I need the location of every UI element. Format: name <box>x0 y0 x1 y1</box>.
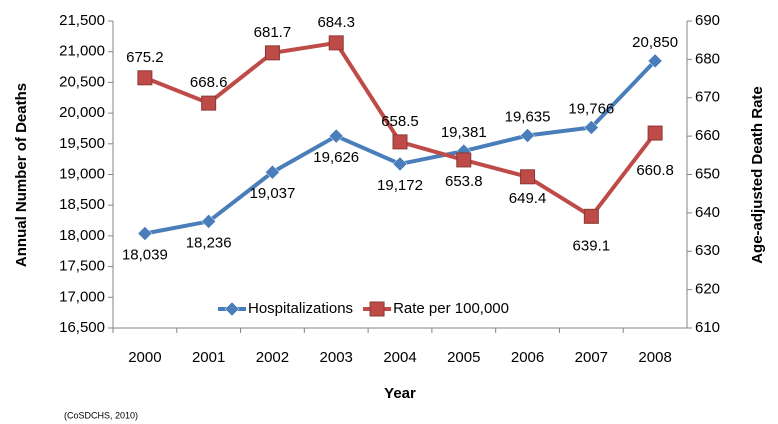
x-tick-label: 2008 <box>638 349 671 366</box>
y-tick-label: 19,000 <box>59 165 105 182</box>
point <box>264 45 280 61</box>
point <box>520 128 535 143</box>
y2-tick-label: 620 <box>695 281 720 298</box>
point <box>265 164 280 180</box>
x-tick-label: 2007 <box>575 349 608 366</box>
data-label: 649.4 <box>509 190 547 207</box>
y2-tick-label: 690 <box>695 12 720 29</box>
x-tick-label: 2004 <box>383 349 416 366</box>
x-tick-label: 2005 <box>447 349 480 366</box>
point <box>201 95 217 111</box>
data-label: 653.8 <box>445 173 483 190</box>
y-tick-label: 18,000 <box>59 227 105 244</box>
point <box>392 134 408 150</box>
point <box>647 125 663 141</box>
legend-label: Hospitalizations <box>248 300 353 317</box>
y-tick-label: 19,500 <box>59 135 105 152</box>
data-label: 684.3 <box>317 14 355 31</box>
source-note: (CoSDCHS, 2010) <box>64 410 138 420</box>
point <box>647 53 663 69</box>
legend-label: Rate per 100,000 <box>393 300 509 317</box>
data-label: 20,850 <box>632 34 678 51</box>
y-tick-label: 17,000 <box>59 288 105 305</box>
x-axis-title: Year <box>384 385 416 402</box>
data-label: 639.1 <box>573 237 611 254</box>
y-tick-label: 21,500 <box>59 12 105 29</box>
y-tick-label: 18,500 <box>59 196 105 213</box>
y2-tick-label: 680 <box>695 50 720 67</box>
point <box>137 226 153 241</box>
y2-tick-label: 610 <box>695 319 720 336</box>
x-tick-label: 2003 <box>320 349 353 366</box>
data-label: 19,172 <box>377 177 423 194</box>
y2-axis-title: Age-adjusted Death Rate <box>749 86 766 264</box>
y2-tick-label: 670 <box>695 89 720 106</box>
y-tick-label: 17,500 <box>59 258 105 275</box>
x-tick-label: 2000 <box>128 349 161 366</box>
data-label: 19,381 <box>441 124 487 141</box>
data-label: 668.6 <box>190 74 228 91</box>
data-label: 660.8 <box>636 162 674 179</box>
data-label: 18,039 <box>122 246 168 263</box>
y2-tick-label: 640 <box>695 204 720 221</box>
data-label: 658.5 <box>381 113 419 130</box>
data-label: 19,766 <box>568 100 614 117</box>
point <box>392 156 408 172</box>
point <box>201 214 217 229</box>
point <box>456 152 472 168</box>
point <box>328 128 344 144</box>
x-tick-label: 2006 <box>511 349 544 366</box>
data-label: 681.7 <box>254 24 292 41</box>
y-tick-label: 16,500 <box>59 319 105 336</box>
point <box>583 208 599 224</box>
data-label: 18,236 <box>186 234 232 251</box>
y2-tick-label: 650 <box>695 165 720 182</box>
y-axis-title: Annual Number of Deaths <box>13 83 30 267</box>
data-label: 19,635 <box>505 108 551 125</box>
point <box>520 169 536 185</box>
y-tick-label: 20,500 <box>59 73 105 90</box>
point <box>328 35 344 51</box>
y2-tick-label: 630 <box>695 242 720 259</box>
y-tick-label: 20,000 <box>59 104 105 121</box>
point <box>369 301 385 317</box>
data-label: 19,037 <box>249 185 295 202</box>
data-label: 19,626 <box>313 149 359 166</box>
x-tick-label: 2002 <box>256 349 289 366</box>
x-tick-label: 2001 <box>192 349 225 366</box>
y2-tick-label: 660 <box>695 127 720 144</box>
point <box>224 301 240 317</box>
point <box>137 70 153 86</box>
y-tick-label: 21,000 <box>59 43 105 60</box>
data-label: 675.2 <box>126 49 164 66</box>
point <box>583 120 599 135</box>
